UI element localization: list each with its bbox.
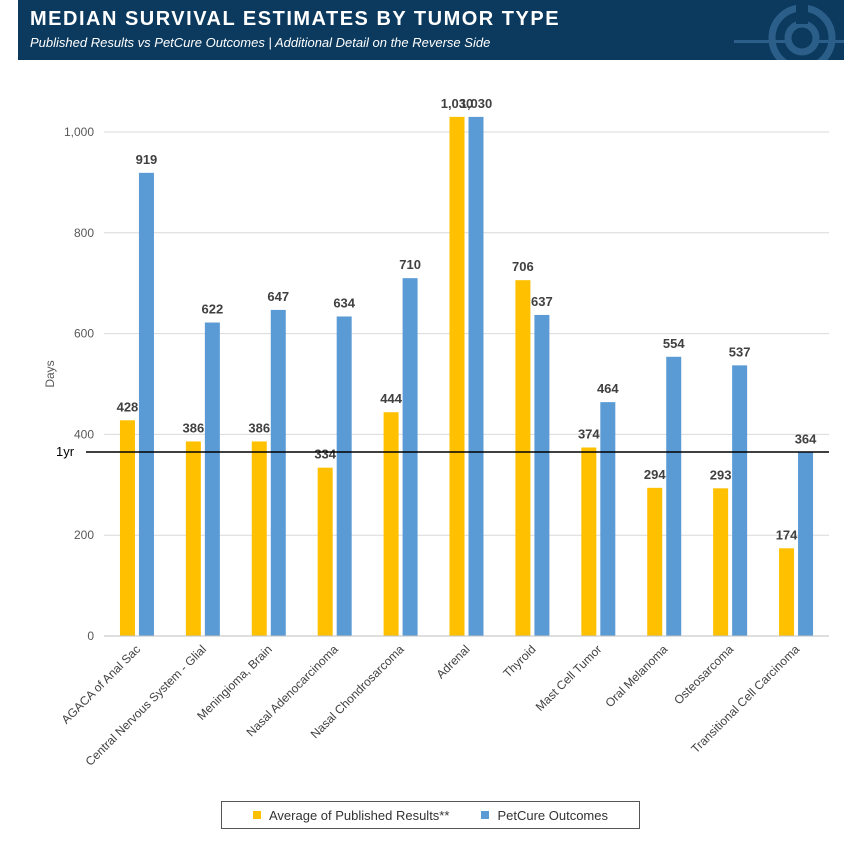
bar <box>468 116 484 636</box>
bar <box>600 402 616 636</box>
bar <box>534 314 550 636</box>
y-tick-label: 1,000 <box>64 125 94 139</box>
legend-item-published: Average of Published Results** <box>253 808 449 823</box>
data-label: 634 <box>333 295 355 310</box>
x-tick-label: Osteosarcoma <box>671 642 736 707</box>
legend-label-published: Average of Published Results** <box>269 807 450 823</box>
bar <box>383 412 399 636</box>
y-tick-label: 600 <box>74 327 94 341</box>
data-label: 647 <box>267 289 289 304</box>
data-label: 622 <box>202 302 224 317</box>
y-axis-label: Days <box>43 360 57 387</box>
data-label: 1,030 <box>441 96 474 111</box>
data-label: 428 <box>117 399 139 414</box>
x-tick-label: Thyroid <box>500 642 538 680</box>
data-label: 374 <box>578 427 600 442</box>
bars <box>119 116 814 636</box>
logo-icon <box>734 0 844 60</box>
data-labels: 428 919 386 622 386 647 334 634 444 710 1,0301,030… <box>117 96 818 542</box>
data-label: 637 <box>531 294 553 309</box>
legend-label-petcure: PetCure Outcomes <box>497 807 608 823</box>
reference-line-group: 1yr <box>56 444 829 459</box>
data-label: 464 <box>597 381 619 396</box>
bar <box>185 441 201 636</box>
bar <box>251 441 267 636</box>
data-label: 334 <box>314 447 336 462</box>
bar <box>336 316 352 636</box>
y-tick-label: 800 <box>74 226 94 240</box>
data-label: 386 <box>183 420 205 435</box>
legend-swatch-petcure <box>481 811 490 819</box>
data-label: 919 <box>136 152 158 167</box>
data-label: 174 <box>776 527 798 542</box>
data-label: 1,030 <box>460 96 493 111</box>
reference-line-label: 1yr <box>56 444 75 459</box>
bar <box>779 548 795 636</box>
data-label: 294 <box>644 467 666 482</box>
bar <box>402 278 418 636</box>
x-tick-label: Transitional Cell Carcinoma <box>688 642 802 756</box>
legend-swatch-published <box>253 811 261 819</box>
y-tick-label: 200 <box>74 528 94 542</box>
bar <box>647 487 663 636</box>
data-label: 537 <box>729 344 751 359</box>
bar-chart: 428 919 386 622 386 647 334 634 444 710 1,0301,030… <box>43 96 829 769</box>
bar <box>138 172 154 636</box>
legend: Average of Published Results** PetCure O… <box>221 801 640 829</box>
data-label: 364 <box>795 432 817 447</box>
legend-item-petcure: PetCure Outcomes <box>481 808 608 823</box>
x-tick-label: Central Nervous System - Glial <box>83 642 209 768</box>
bar <box>713 488 729 636</box>
bar <box>270 309 286 636</box>
data-label: 554 <box>663 336 685 351</box>
gridlines <box>104 131 829 536</box>
page-title: MEDIAN SURVIVAL ESTIMATES BY TUMOR TYPE <box>30 8 561 30</box>
bar <box>581 447 597 636</box>
bar <box>798 452 814 636</box>
y-tick-label: 0 <box>87 629 94 643</box>
bar <box>204 322 220 636</box>
data-label: 710 <box>399 257 421 272</box>
data-label: 386 <box>248 420 270 435</box>
header-banner: MEDIAN SURVIVAL ESTIMATES BY TUMOR TYPE … <box>18 0 844 60</box>
x-tick-label: Adrenal <box>433 642 472 681</box>
bar <box>449 116 465 636</box>
x-tick-label: Mast Cell Tumor <box>533 642 605 714</box>
data-label: 293 <box>710 467 732 482</box>
bar <box>515 280 531 636</box>
y-tick-label: 400 <box>74 427 94 441</box>
page-subtitle: Published Results vs PetCure Outcomes | … <box>30 35 491 50</box>
data-label: 706 <box>512 259 534 274</box>
bar <box>666 356 682 636</box>
bar <box>732 365 748 636</box>
bar <box>317 467 333 636</box>
x-tick-label: Oral Melanoma <box>602 642 670 710</box>
bar <box>119 420 135 636</box>
data-label: 444 <box>380 391 402 406</box>
